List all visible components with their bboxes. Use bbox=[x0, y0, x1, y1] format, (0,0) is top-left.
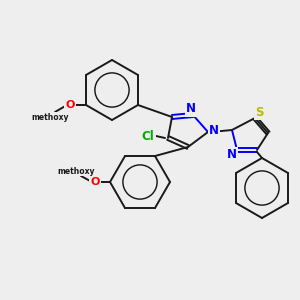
Text: O: O bbox=[65, 100, 75, 110]
Text: Cl: Cl bbox=[142, 130, 154, 142]
Text: N: N bbox=[227, 148, 237, 161]
Text: methoxy: methoxy bbox=[57, 167, 95, 176]
Text: N: N bbox=[209, 124, 219, 136]
Text: S: S bbox=[255, 106, 263, 118]
Text: methoxy: methoxy bbox=[31, 112, 69, 122]
Text: O: O bbox=[90, 177, 100, 187]
Text: N: N bbox=[186, 103, 196, 116]
